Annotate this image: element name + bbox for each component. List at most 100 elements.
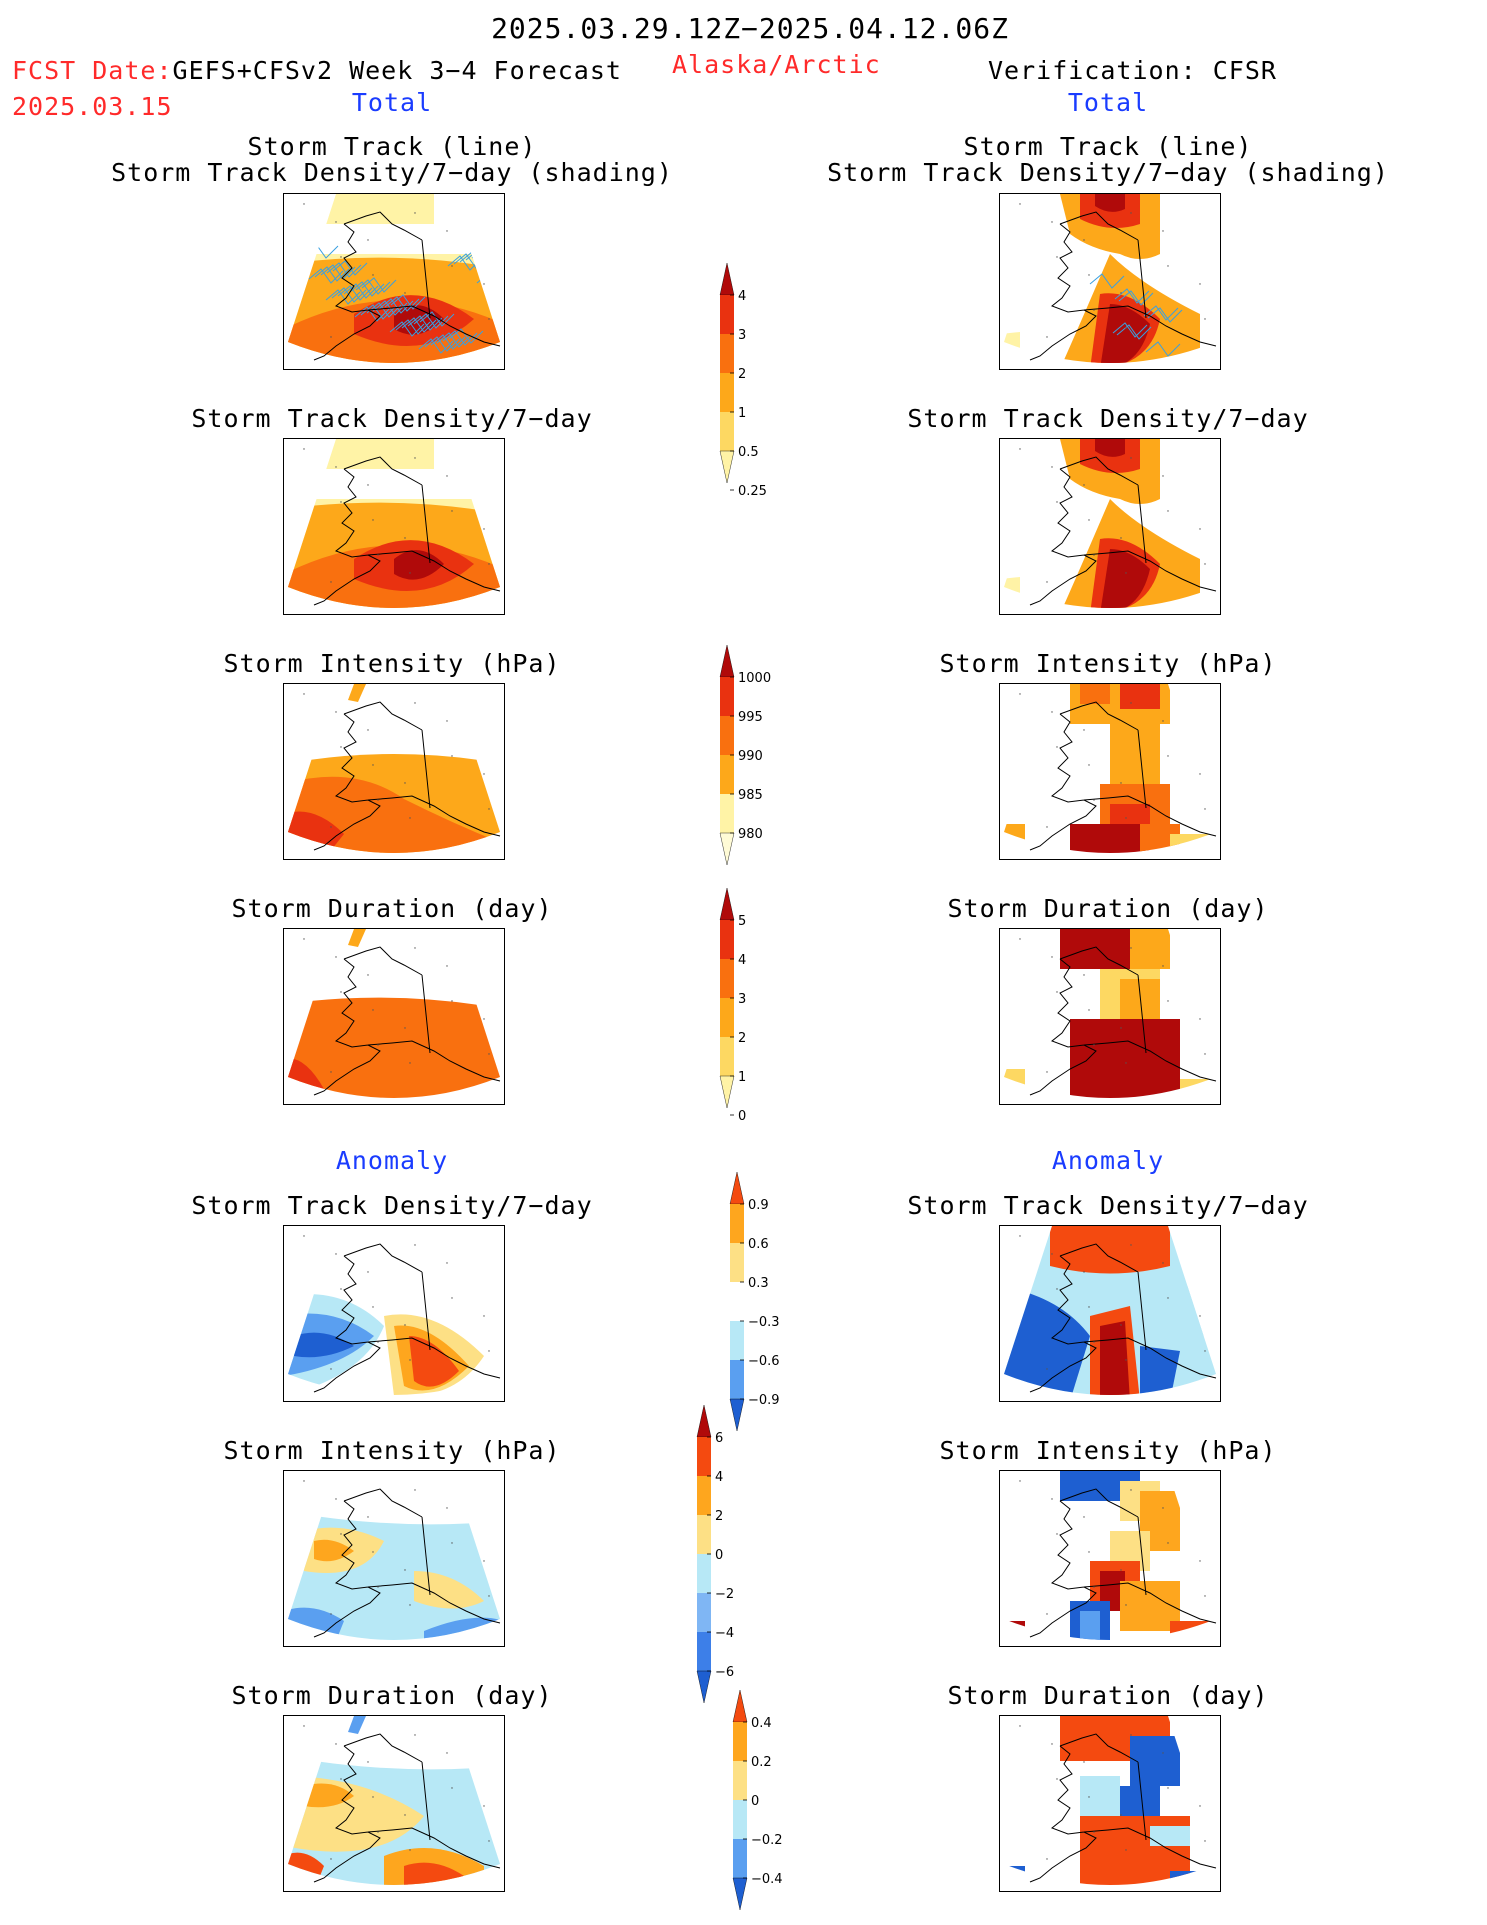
grid-dot	[1046, 1613, 1048, 1615]
duration-total-swatch-top	[719, 887, 735, 921]
colorbar-duration-total: 5 4 3 2 1 0	[719, 887, 800, 1124]
colorbar-intensity-anom: 6 4 2 0 −2 −4 −6	[696, 1404, 777, 1717]
grid-dot	[1051, 221, 1053, 223]
grid-dot	[377, 1831, 379, 1833]
grid-dot	[1167, 1297, 1169, 1299]
grid-dot	[1120, 1814, 1122, 1816]
grid-dot	[409, 817, 411, 819]
storm-track-line	[355, 279, 391, 295]
coastline	[1029, 946, 1217, 1096]
shade-region	[1070, 824, 1150, 853]
storm-track-line	[1116, 324, 1152, 340]
shade-region	[1100, 549, 1150, 608]
grid-dot	[483, 1018, 485, 1020]
grid-dot	[414, 1244, 416, 1246]
map-right-intensity-anom	[999, 1470, 1221, 1647]
storm-track-line	[436, 332, 472, 348]
grid-dot	[451, 1542, 453, 1544]
storm-track-line	[419, 311, 455, 327]
grid-dot	[1083, 484, 1085, 486]
right-title-intensity: Storm Intensity (hPa)	[939, 649, 1277, 678]
grid-dot	[446, 230, 448, 232]
grid-dot	[1093, 1341, 1095, 1343]
forecast-name: GEFS+CFSv2 Week 3−4 Forecast	[172, 56, 622, 85]
grid-dot	[488, 318, 490, 320]
grid-dot	[483, 1805, 485, 1807]
grid-dot	[372, 1009, 374, 1011]
grid-dot	[404, 782, 406, 784]
coastline	[313, 1488, 501, 1638]
duration-total-swatch-0	[720, 920, 734, 959]
colorbar-duration-anom: 0.4 0.2 0 −0.2 −0.4	[732, 1689, 813, 1924]
colorbar-density-total: 4 3 2 1 0.5 0.25	[719, 262, 800, 499]
intensity-anom-swatch-3	[697, 1554, 711, 1593]
grid-dot	[367, 1761, 369, 1763]
grid-dot	[1019, 1725, 1021, 1727]
grid-dot	[372, 1306, 374, 1308]
intensity-anom-label-0: 6	[715, 1431, 723, 1446]
grid-dot	[446, 1752, 448, 1754]
coastline	[313, 1733, 501, 1883]
grid-dot	[335, 1498, 337, 1500]
left-title-density-anom: Storm Track Density/7−day	[191, 1191, 593, 1220]
duration-anom-label-1: 0.2	[751, 1755, 772, 1770]
map-left-intensity	[283, 683, 505, 860]
grid-dot	[1167, 265, 1169, 267]
right-title-density-anom: Storm Track Density/7−day	[907, 1191, 1309, 1220]
map-right-intensity	[999, 683, 1221, 860]
shade-region	[1150, 1826, 1190, 1846]
duration-anom-swatch-1	[733, 1761, 747, 1800]
density-total-swatch-2	[720, 373, 734, 412]
density-total-label-4: 0.5	[738, 445, 759, 460]
grid-dot	[1120, 537, 1122, 539]
grid-dot	[414, 702, 416, 704]
grid-dot	[1130, 702, 1132, 704]
storm-track-line	[331, 287, 367, 303]
shade-region	[348, 929, 366, 947]
grid-dot	[1125, 817, 1127, 819]
grid-dot	[1199, 528, 1201, 530]
grid-dot	[1046, 1858, 1048, 1860]
shade-region	[348, 1716, 366, 1734]
storm-track-line	[448, 328, 484, 344]
shade-region	[1130, 1736, 1180, 1786]
storm-track-line	[332, 260, 368, 276]
intensity-total-swatch-3	[720, 794, 734, 833]
coastline	[313, 1243, 501, 1393]
intensity-anom-swatch-top	[696, 1404, 712, 1438]
grid-dot	[330, 1613, 332, 1615]
shade-region	[1004, 577, 1020, 599]
storm-track-line	[413, 313, 449, 329]
grid-dot	[1125, 327, 1127, 329]
map-left-track	[283, 193, 505, 370]
intensity-anom-label-6: −6	[715, 1665, 734, 1680]
grid-dot	[1167, 510, 1169, 512]
grid-dot	[446, 1507, 448, 1509]
grid-dot	[414, 212, 416, 214]
grid-dot	[377, 1341, 379, 1343]
grid-dot	[1046, 336, 1048, 338]
shade-region	[1080, 1776, 1120, 1816]
density-total-swatch-top	[719, 262, 735, 296]
storm-track-line	[424, 336, 460, 352]
coastline	[313, 211, 501, 361]
shade-region	[394, 550, 444, 580]
storm-track-line	[366, 302, 402, 318]
intensity-total-swatch-1	[720, 716, 734, 755]
density-total-label-5: 0.25	[738, 484, 767, 499]
grid-dot	[1083, 239, 1085, 241]
duration-anom-label-3: −0.2	[751, 1833, 783, 1848]
fcst-date-label: FCST Date:	[12, 56, 173, 85]
storm-track-line	[389, 321, 425, 337]
duration-total-label-0: 5	[738, 914, 746, 929]
coastline	[1029, 1243, 1217, 1393]
right-title-intensity-anom: Storm Intensity (hPa)	[939, 1436, 1277, 1465]
grid-dot	[335, 711, 337, 713]
grid-dot	[330, 826, 332, 828]
grid-dot	[372, 519, 374, 521]
density-anom-swatch-2	[730, 1282, 744, 1321]
storm-track-line	[1114, 288, 1150, 304]
map-left-intensity-anom	[283, 1470, 505, 1647]
grid-dot	[451, 1000, 453, 1002]
main-title: 2025.03.29.12Z−2025.04.12.06Z	[491, 12, 1009, 45]
